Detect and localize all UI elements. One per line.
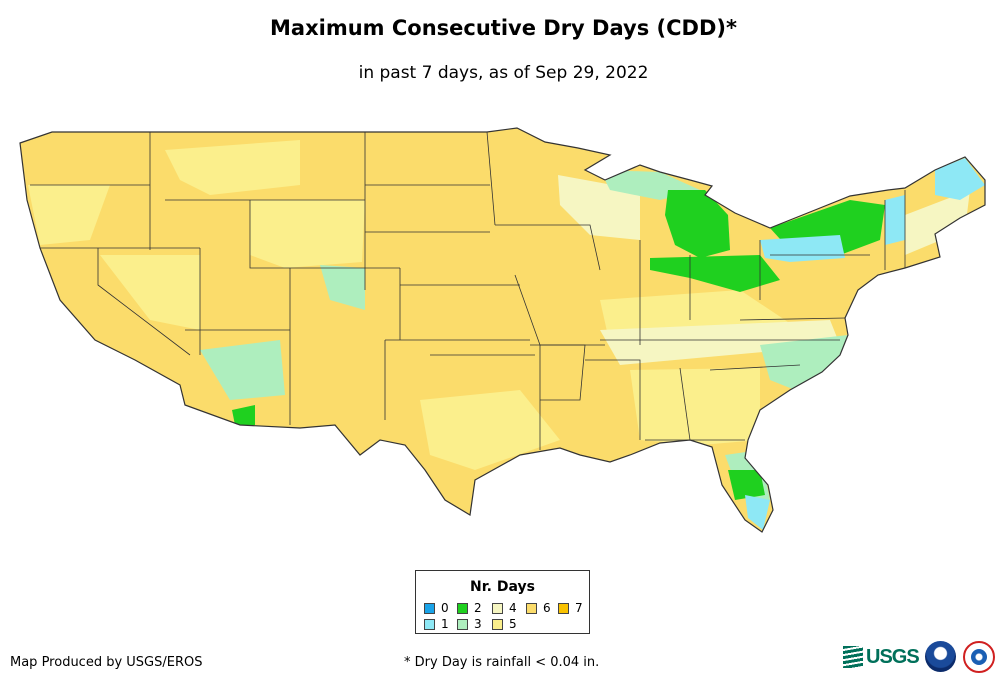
map-title: Maximum Consecutive Dry Days (CDD)* (270, 16, 737, 40)
state-borders (30, 131, 906, 450)
cdd-zone-2-florida (728, 470, 765, 500)
legend-item-7: 7 (558, 601, 583, 615)
usgs-logo: USGS (843, 642, 920, 672)
cdd-zone-5-gulf (420, 390, 560, 470)
usgs-logo-text: USGS (866, 645, 920, 668)
legend-label-6: 6 (543, 601, 551, 615)
cdd-zone-3-colorado (320, 265, 365, 310)
cdd-zone-5-nevada (100, 255, 200, 330)
border-mn (486, 131, 496, 226)
legend-item-2: 2 (457, 601, 482, 615)
usgs-wave-icon (843, 646, 863, 668)
legend-label-7: 7 (575, 601, 583, 615)
legend-item-4: 4 (492, 601, 517, 615)
cdd-zone-5-northwest (28, 185, 110, 245)
border-al-ga (679, 367, 691, 441)
border-ca-nv (97, 248, 191, 356)
cdd-zone-2-michigan (665, 190, 730, 258)
cdd-raster (19, 127, 986, 533)
legend-label-4: 4 (509, 601, 517, 615)
dry-day-footnote: * Dry Day is rainfall < 0.04 in. (404, 655, 600, 670)
legend-label-3: 3 (474, 617, 482, 631)
legend-item-5: 5 (492, 617, 517, 631)
noaa-logo-icon (925, 641, 956, 672)
legend-item-3: 3 (457, 617, 482, 631)
cdd-zone-5-wyoming (250, 200, 365, 268)
border-va-nc (739, 317, 846, 321)
cdd-zone-4-newengland (905, 190, 970, 255)
legend-swatch-3 (457, 618, 468, 630)
legend-swatch-7 (558, 602, 569, 614)
legend-swatch-2 (457, 602, 468, 614)
legend-label-0: 0 (441, 601, 449, 615)
border-ms-al (585, 359, 641, 440)
legend-label-1: 1 (441, 617, 449, 631)
legend-swatch-0 (424, 602, 435, 614)
legend-swatch-1 (424, 618, 435, 630)
cdd-land-base (20, 128, 985, 532)
border-wy-co (249, 200, 400, 269)
legend-item-6: 6 (526, 601, 551, 615)
border-nc-sc (709, 364, 801, 371)
legend-box: Nr. Days 0 1 2 3 4 5 6 7 (415, 570, 590, 634)
legend-swatch-4 (492, 602, 503, 614)
border-ia (495, 224, 601, 271)
cdd-zone-5-montana (165, 140, 300, 195)
cdd-zone-1-maine (935, 158, 985, 200)
legend-swatch-5 (492, 618, 503, 630)
cdd-zone-2-ohio-valley (650, 255, 780, 292)
legend-item-0: 0 (424, 601, 449, 615)
cdd-zone-1-florida (745, 495, 770, 530)
legend-item-1: 1 (424, 617, 449, 631)
border-ar (530, 344, 586, 401)
map-credit: Map Produced by USGS/EROS (10, 655, 203, 670)
border-new-england (884, 190, 906, 270)
cdd-zone-3-carolina (760, 335, 848, 390)
cdd-zone-5-southeast (630, 368, 760, 445)
legend-swatch-6 (526, 602, 537, 614)
legend-label-2: 2 (474, 601, 482, 615)
cdd-zone-1-vermont (885, 195, 905, 245)
cdd-zone-4-kentucky (600, 320, 840, 365)
nws-logo-icon (963, 641, 995, 673)
cdd-zone-2-arizona (232, 405, 255, 425)
legend-label-5: 5 (509, 617, 517, 631)
map-subtitle: in past 7 days, as of Sep 29, 2022 (358, 63, 649, 83)
conus-outline (19, 127, 986, 533)
legend-title: Nr. Days (470, 579, 535, 595)
cdd-zone-3-arizona (200, 340, 285, 400)
